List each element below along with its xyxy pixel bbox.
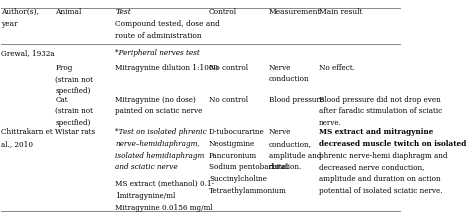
Text: duration.: duration. — [269, 163, 302, 171]
Text: (strain not: (strain not — [55, 107, 93, 115]
Text: decreased muscle twitch on isolated: decreased muscle twitch on isolated — [319, 140, 466, 148]
Text: Mitragynine 0.0156 mg/ml: Mitragynine 0.0156 mg/ml — [115, 204, 213, 212]
Text: amplitude and duration on action: amplitude and duration on action — [319, 175, 440, 183]
Text: Nerve: Nerve — [269, 64, 291, 72]
Text: *Test on isolated phrenic: *Test on isolated phrenic — [115, 128, 207, 136]
Text: after faradic stimulation of sciatic: after faradic stimulation of sciatic — [319, 107, 442, 115]
Text: nerve.: nerve. — [319, 119, 342, 127]
Text: specified): specified) — [55, 119, 91, 127]
Text: and sciatic nerve: and sciatic nerve — [115, 163, 178, 171]
Text: Test: Test — [115, 8, 131, 16]
Text: decreased nerve conduction,: decreased nerve conduction, — [319, 163, 424, 171]
Text: route of administration: route of administration — [115, 32, 202, 40]
Text: conduction: conduction — [269, 75, 310, 83]
Text: Pancuronium: Pancuronium — [209, 152, 257, 160]
Text: painted on sciatic nerve: painted on sciatic nerve — [115, 107, 202, 115]
Text: isolated hemidiaphragm: isolated hemidiaphragm — [115, 152, 204, 160]
Text: (strain not: (strain not — [55, 75, 93, 83]
Text: D-tubocurarine: D-tubocurarine — [209, 128, 264, 136]
Text: Succinylcholine: Succinylcholine — [209, 175, 267, 183]
Text: Mitragynine (no dose): Mitragynine (no dose) — [115, 96, 196, 104]
Text: Blood pressure did not drop even: Blood pressure did not drop even — [319, 96, 440, 104]
Text: Chittrakarn et: Chittrakarn et — [1, 128, 53, 136]
Text: Sodium pentobarbital: Sodium pentobarbital — [209, 163, 288, 171]
Text: Compound tested, dose and: Compound tested, dose and — [115, 20, 220, 28]
Text: 1mitragynine/ml: 1mitragynine/ml — [115, 192, 175, 200]
Text: specified): specified) — [55, 87, 91, 95]
Text: Author(s),: Author(s), — [1, 8, 39, 16]
Text: nerve–hemidiaphragm,: nerve–hemidiaphragm, — [115, 140, 200, 148]
Text: Nerve: Nerve — [269, 128, 291, 136]
Text: No control: No control — [209, 96, 248, 104]
Text: Animal: Animal — [55, 8, 82, 16]
Text: conduction,: conduction, — [269, 140, 312, 148]
Text: Tetraethylammonium: Tetraethylammonium — [209, 187, 287, 195]
Text: Cat: Cat — [55, 96, 68, 104]
Text: No effect.: No effect. — [319, 64, 355, 72]
Text: potential of isolated sciatic nerve.: potential of isolated sciatic nerve. — [319, 187, 442, 195]
Text: No control: No control — [209, 64, 248, 72]
Text: Wistar rats: Wistar rats — [55, 128, 95, 136]
Text: Grewal, 1932a: Grewal, 1932a — [1, 49, 55, 57]
Text: Control: Control — [209, 8, 237, 16]
Text: MS extract (methanol) 0.1-: MS extract (methanol) 0.1- — [115, 180, 214, 188]
Text: Frog: Frog — [55, 64, 73, 72]
Text: al., 2010: al., 2010 — [1, 140, 33, 148]
Text: *Peripheral nerves test: *Peripheral nerves test — [115, 49, 200, 57]
Text: Blood pressure: Blood pressure — [269, 96, 324, 104]
Text: Mitragynine dilution 1:1000: Mitragynine dilution 1:1000 — [115, 64, 218, 72]
Text: Main result: Main result — [319, 8, 362, 16]
Text: MS extract and mitragynine: MS extract and mitragynine — [319, 128, 433, 136]
Text: year: year — [1, 20, 18, 28]
Text: Measurement: Measurement — [269, 8, 321, 16]
Text: phrenic nerve-hemi diaphragm and: phrenic nerve-hemi diaphragm and — [319, 152, 447, 160]
Text: Neostigmine: Neostigmine — [209, 140, 255, 148]
Text: amplitude and: amplitude and — [269, 152, 321, 160]
